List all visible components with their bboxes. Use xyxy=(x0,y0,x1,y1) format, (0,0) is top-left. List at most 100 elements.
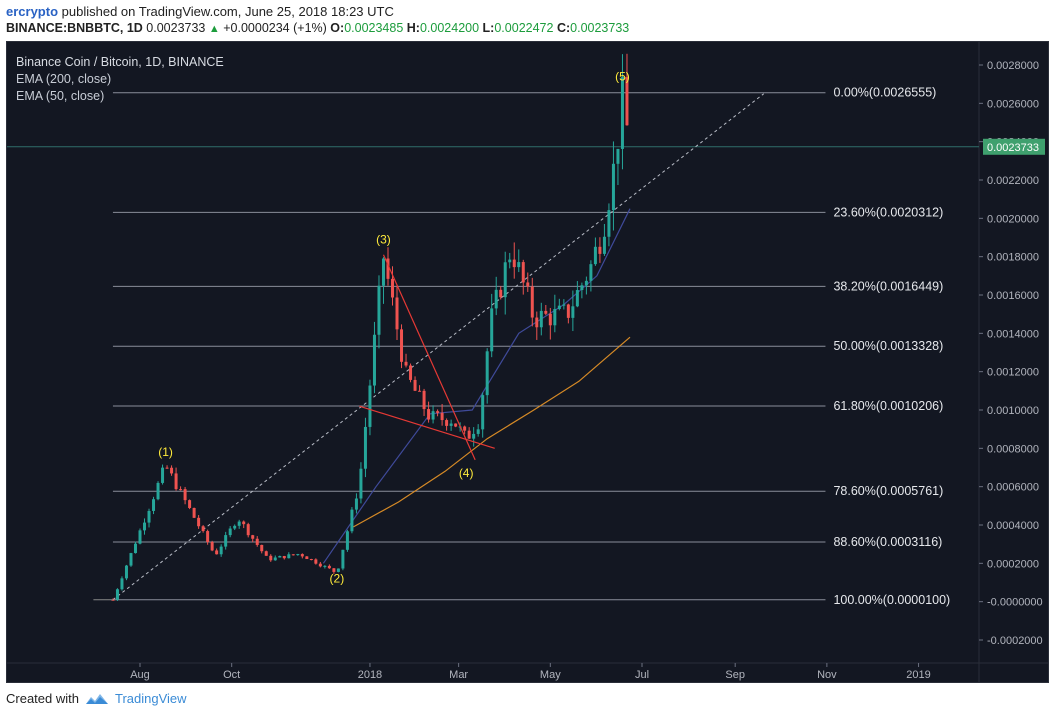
fib-level-label: 23.60%(0.0020312) xyxy=(833,205,943,219)
candle-body xyxy=(467,430,471,439)
candle-body xyxy=(372,334,376,386)
candle-body xyxy=(129,553,133,566)
price-tick-label: 0.0006000 xyxy=(987,482,1039,494)
candle-body xyxy=(179,489,183,491)
fib-level-label: 50.00%(0.0013328) xyxy=(833,339,943,353)
candle-body xyxy=(368,385,372,427)
chart-panel[interactable]: 0.00280000.00260000.00240000.00220000.00… xyxy=(6,41,1049,683)
price-tick-label: 0.0014000 xyxy=(987,328,1039,340)
candle-body xyxy=(607,210,611,237)
candle-body xyxy=(422,390,426,410)
candle-body xyxy=(481,395,485,430)
candle-body xyxy=(625,77,629,126)
candle-body xyxy=(427,409,431,420)
candle-body xyxy=(584,280,588,286)
price-tick-label: 0.0026000 xyxy=(987,98,1039,110)
candle-body xyxy=(494,289,498,309)
ema200-line xyxy=(353,336,631,528)
trend-line xyxy=(359,405,495,449)
candle-body xyxy=(616,148,620,164)
candle-body xyxy=(503,262,507,298)
candle-body xyxy=(530,286,534,318)
candle-body xyxy=(251,535,255,539)
time-tick-label: May xyxy=(540,669,561,681)
tradingview-brand-label: TradingView xyxy=(114,691,187,706)
fib-level-label: 100.00%(0.0000100) xyxy=(833,593,950,607)
candle-body xyxy=(526,282,530,287)
high-label: H: xyxy=(406,21,420,35)
candle-body xyxy=(539,310,543,328)
time-tick-label: 2018 xyxy=(358,669,382,681)
candle-body xyxy=(593,246,597,265)
candle-body xyxy=(115,589,119,600)
candle-body xyxy=(219,546,223,555)
candle-body xyxy=(233,525,237,529)
candle-body xyxy=(309,559,313,561)
candle-body xyxy=(305,556,309,560)
candle-body xyxy=(174,473,178,490)
legend-ema200[interactable]: EMA (200, close) xyxy=(16,72,112,86)
wave-label: (4) xyxy=(459,466,474,480)
candle-body xyxy=(575,290,579,307)
tradingview-brand[interactable]: TradingView xyxy=(85,691,187,706)
dotted-trend-line xyxy=(112,93,765,601)
candle-body xyxy=(440,412,444,421)
time-tick-label: Jul xyxy=(635,669,649,681)
candle-body xyxy=(273,557,277,561)
candle-body xyxy=(544,310,548,314)
time-tick-label: Nov xyxy=(817,669,837,681)
candle-body xyxy=(287,554,291,559)
candle-body xyxy=(490,308,494,352)
trend-line xyxy=(382,254,476,461)
published-text: published on TradingView.com, June 25, 2… xyxy=(61,4,394,19)
candle-body xyxy=(620,77,624,149)
candle-body xyxy=(341,549,345,569)
candle-body xyxy=(242,521,246,525)
candle-body xyxy=(512,259,516,268)
candle-body xyxy=(269,555,273,561)
price-tick-label: -0.0000000 xyxy=(987,597,1043,609)
candle-body xyxy=(535,317,539,328)
candle-body xyxy=(395,297,399,330)
candle-body xyxy=(124,565,128,579)
candle-body xyxy=(165,467,169,469)
candle-body xyxy=(210,542,214,551)
candle-body xyxy=(224,535,228,547)
candle-body xyxy=(363,426,367,469)
price-tick-label: 0.0018000 xyxy=(987,252,1039,264)
candle-body xyxy=(409,365,413,380)
price-tick-label: 0.0012000 xyxy=(987,367,1039,379)
candle-body xyxy=(278,555,282,558)
candle-body xyxy=(192,507,196,518)
fib-level-label: 88.60%(0.0003116) xyxy=(833,535,942,549)
candle-body xyxy=(377,285,381,335)
price-change: +0.0000234 (+1%) xyxy=(223,21,327,35)
candle-body xyxy=(111,599,115,601)
candle-body xyxy=(463,426,467,431)
candle-body xyxy=(143,522,147,531)
candle-body xyxy=(291,554,295,556)
fib-level-label: 61.80%(0.0010206) xyxy=(833,399,943,413)
price-tick-label: -0.0002000 xyxy=(987,635,1043,647)
candle-body xyxy=(381,258,385,286)
candle-body xyxy=(345,531,349,550)
candle-body xyxy=(152,499,156,511)
ohlc-bar: BINANCE:BNBBTC, 1D 0.0023733 ▲ +0.000023… xyxy=(6,21,629,35)
legend-ema50[interactable]: EMA (50, close) xyxy=(16,89,105,103)
time-tick-label: Aug xyxy=(130,669,150,681)
candle-body xyxy=(580,285,584,291)
wave-label: (1) xyxy=(158,445,173,459)
candle-body xyxy=(188,500,192,508)
price-chart[interactable]: 0.00280000.00260000.00240000.00220000.00… xyxy=(7,42,1049,683)
author-link[interactable]: ercrypto xyxy=(6,4,59,19)
low-value: 0.0022472 xyxy=(494,21,554,35)
price-tick-label: 0.0016000 xyxy=(987,290,1039,302)
price-tick-label: 0.0002000 xyxy=(987,558,1039,570)
candle-body xyxy=(557,305,561,310)
candle-body xyxy=(215,550,219,555)
candle-body xyxy=(246,524,250,536)
candle-body xyxy=(237,521,241,526)
price-tick-label: 0.0010000 xyxy=(987,405,1039,417)
candle-body xyxy=(476,429,480,434)
candle-body xyxy=(449,423,453,426)
